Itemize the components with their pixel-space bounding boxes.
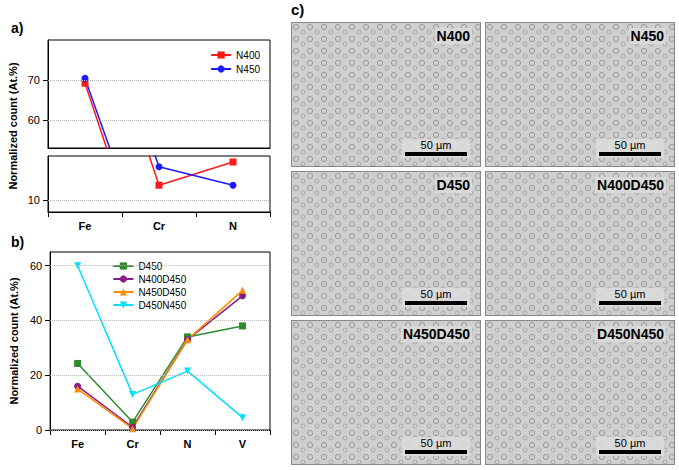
svg-text:40: 40 [30, 314, 42, 326]
svg-text:D450N450: D450N450 [138, 300, 186, 311]
html-text:50 µm: 50 µm [614, 139, 646, 151]
svg-text:Cr: Cr [153, 220, 166, 232]
svg-text:N: N [184, 438, 192, 450]
svg-text:Fe: Fe [71, 438, 84, 450]
svg-text:20: 20 [30, 369, 42, 381]
svg-text:D450: D450 [138, 260, 163, 272]
svg-text:N450: N450 [236, 64, 260, 75]
html-text:N450: N450 [630, 28, 664, 44]
html-text:D450N450: D450N450 [597, 326, 664, 342]
svg-text:b): b) [11, 234, 24, 250]
svg-text:N400: N400 [236, 50, 260, 61]
svg-text:10: 10 [28, 194, 40, 206]
html-text:N450D450: N450D450 [403, 326, 470, 342]
html-text:50 µm: 50 µm [420, 288, 452, 300]
svg-text:60: 60 [30, 260, 42, 272]
html-text:50 µm: 50 µm [614, 288, 646, 300]
html-text:N400D450: N400D450 [597, 177, 664, 193]
html-text:c): c) [291, 1, 305, 18]
html-text:50 µm: 50 µm [614, 437, 646, 449]
svg-text:Normalized count (At.%): Normalized count (At.%) [8, 277, 20, 404]
svg-text:Fe: Fe [79, 220, 92, 232]
html-text:50 µm: 50 µm [420, 139, 452, 151]
html-text:50 µm: 50 µm [420, 437, 452, 449]
svg-text:N400D450: N400D450 [138, 274, 186, 285]
svg-text:Cr: Cr [126, 438, 139, 450]
html-text:D450: D450 [436, 177, 470, 193]
svg-text:0: 0 [36, 424, 42, 436]
svg-text:N: N [229, 220, 237, 232]
svg-text:60: 60 [28, 114, 40, 126]
html-text:N400: N400 [436, 28, 470, 44]
svg-text:a): a) [11, 20, 23, 36]
svg-text:70: 70 [28, 74, 40, 86]
svg-text:N450D450: N450D450 [138, 287, 186, 298]
svg-text:Normalized count (At.%): Normalized count (At.%) [7, 62, 19, 189]
svg-text:V: V [239, 438, 247, 450]
